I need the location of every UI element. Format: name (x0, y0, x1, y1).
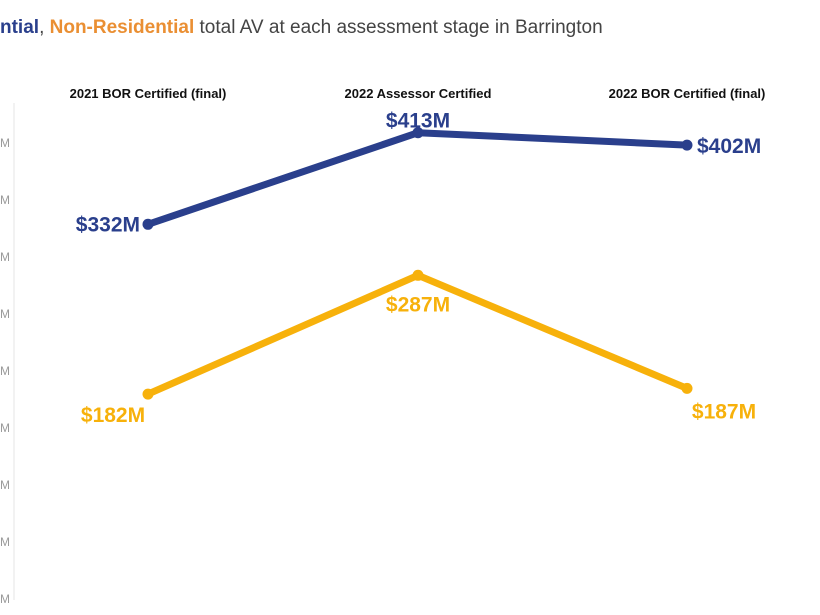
y-tick-label: M (0, 421, 10, 435)
data-point-residential (412, 127, 424, 139)
data-label-residential: $332M (76, 213, 140, 236)
series-line-residential (144, 129, 691, 228)
stage-label: 2021 BOR Certified (final) (70, 86, 227, 101)
stage-label: 2022 Assessor Certified (345, 86, 492, 101)
data-label-non_residential: $187M (692, 400, 756, 423)
y-tick-label: M (0, 592, 10, 606)
data-point-non_residential (412, 269, 424, 281)
title-series-residential: ntial (0, 17, 40, 38)
y-tick-label: M (0, 535, 10, 549)
series-lines (144, 129, 691, 398)
data-label-residential: $413M (386, 110, 450, 133)
title-series-non-residential: Non-Residential (49, 17, 195, 38)
data-point-non_residential (681, 382, 693, 394)
data-point-residential (142, 218, 154, 230)
y-tick-label: M (0, 193, 10, 207)
y-tick-label: M (0, 136, 10, 150)
stage-labels: 2021 BOR Certified (final) 2022 Assessor … (70, 86, 766, 101)
title-rest: total AV at each assessment stage in Bar… (194, 17, 603, 38)
y-tick-label: M (0, 478, 10, 492)
title-separator: , (39, 17, 50, 38)
y-tick-label: M (0, 307, 10, 321)
y-tick-label: M (0, 250, 10, 264)
data-point-non_residential (142, 388, 154, 400)
data-label-non_residential: $287M (386, 293, 450, 316)
series-points (142, 127, 693, 400)
data-label-residential: $402M (697, 135, 761, 158)
stage-label: 2022 BOR Certified (final) (609, 86, 766, 101)
chart-title: ntial, Non-Residential total AV at each … (0, 17, 603, 39)
data-labels: $332M $413M $402M $182M $287M $187M (76, 110, 761, 427)
data-label-non_residential: $182M (81, 404, 145, 427)
y-axis-ticks: M M M M M M M M M (0, 136, 10, 606)
y-tick-label: M (0, 364, 10, 378)
data-point-residential (681, 139, 693, 151)
